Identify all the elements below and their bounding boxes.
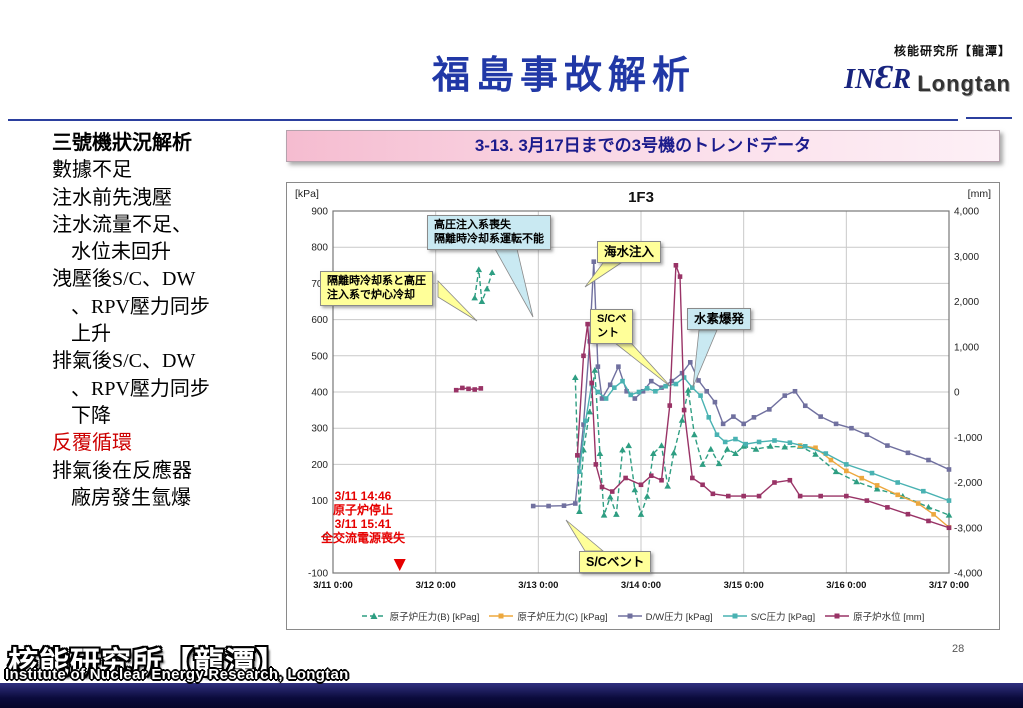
- title-divider-dash: [966, 117, 1012, 119]
- sidebar-line: 數據不足: [52, 159, 132, 182]
- svg-text:3/14 0:00: 3/14 0:00: [621, 580, 661, 591]
- sidebar-line: 注水前先洩壓: [52, 186, 172, 209]
- svg-text:800: 800: [311, 243, 328, 254]
- chart-annotation: 高圧注入系喪失 隔離時冷却系運転不能: [427, 215, 551, 250]
- page-title: 福島事故解析: [431, 55, 696, 97]
- footer-logo-chinese: 核能研究所【龍潭】: [8, 647, 287, 680]
- legend-item: 原子炉圧力(C) [kPag]: [489, 609, 608, 623]
- svg-text:-100: -100: [308, 569, 328, 580]
- sidebar-line: 、RPV壓力同步: [71, 377, 210, 400]
- svg-text:[mm]: [mm]: [968, 188, 991, 200]
- sidebar-line: 三號機狀況解析: [52, 132, 192, 154]
- svg-text:200: 200: [311, 460, 328, 471]
- svg-text:300: 300: [311, 424, 328, 435]
- svg-text:900: 900: [311, 207, 328, 218]
- svg-text:4,000: 4,000: [954, 207, 979, 218]
- svg-text:0: 0: [954, 388, 960, 399]
- legend-item: S/C圧力 [kPag]: [722, 609, 815, 623]
- svg-text:1F3: 1F3: [628, 189, 654, 206]
- svg-text:400: 400: [311, 388, 328, 399]
- svg-text:3,000: 3,000: [954, 252, 979, 263]
- svg-text:[kPa]: [kPa]: [295, 188, 319, 200]
- legend-item: 原子炉水位 [mm]: [825, 609, 924, 623]
- iner-e-glyph: Ɛ: [875, 59, 893, 96]
- sidebar-text: 三號機狀況解析 數據不足注水前先洩壓 注水流量不足、 水位未回升洩壓後S/C、DW 、R…: [52, 130, 287, 512]
- chart-panel: 3-13. 3月17日までの3号機のトレンドデータ -100 0 100 200 300…: [286, 130, 1000, 630]
- bottom-bar: [0, 683, 1023, 708]
- svg-text:3/12 0:00: 3/12 0:00: [416, 580, 456, 591]
- svg-text:3/17 0:00: 3/17 0:00: [929, 580, 969, 591]
- sidebar-line: 水位未回升: [71, 241, 171, 264]
- reactor-event-note: 3/11 14:46 原子炉停止 3/11 15:41 全交流電源喪失: [321, 489, 406, 545]
- chart-annotation: S/Cベ ント: [590, 309, 634, 344]
- legend-item: D/W圧力 [kPag]: [617, 609, 713, 623]
- svg-text:-3,000: -3,000: [954, 523, 983, 534]
- svg-text:3/11 0:00: 3/11 0:00: [313, 580, 353, 591]
- svg-text:-4,000: -4,000: [954, 569, 983, 580]
- sidebar-line: 排氣後在反應器: [52, 459, 192, 482]
- svg-text:700: 700: [311, 279, 328, 290]
- page-number: 28: [952, 643, 965, 655]
- svg-text:3/15 0:00: 3/15 0:00: [724, 580, 764, 591]
- svg-text:2,000: 2,000: [954, 297, 979, 308]
- sidebar-line: 廠房發生氫爆: [71, 486, 191, 509]
- sidebar-line: 反覆循環: [52, 432, 132, 455]
- svg-text:100: 100: [311, 496, 328, 507]
- svg-text:0: 0: [322, 532, 328, 543]
- chart-annotation: 水素爆発: [687, 308, 752, 331]
- chart-annotation: S/Cベント: [579, 551, 652, 574]
- sidebar-line: 、RPV壓力同步: [71, 295, 210, 318]
- svg-text:-1,000: -1,000: [954, 433, 983, 444]
- iner-logo: 核能研究所【龍潭】 INƐR Longtan: [844, 42, 1011, 95]
- chart-legend: 原子炉圧力(B) [kPag] 原子炉圧力(C) [kPag] D/W圧力 [kPa…: [287, 603, 999, 629]
- sidebar-line: 洩壓後S/C、DW: [52, 268, 196, 291]
- trend-chart: -100 0 100 200 300 400 500 600 700 800 900 3/11 0:0…: [295, 188, 991, 591]
- legend-item: 原子炉圧力(B) [kPag]: [361, 609, 479, 623]
- iner-logo-row: INƐR Longtan: [844, 61, 1011, 95]
- svg-text:3/16 0:00: 3/16 0:00: [826, 580, 866, 591]
- chart-annotation: 海水注入: [597, 241, 662, 264]
- chart-panel-header: 3-13. 3月17日までの3号機のトレンドデータ: [286, 130, 1000, 162]
- svg-text:3/13 0:00: 3/13 0:00: [518, 580, 558, 591]
- iner-logo-chinese: 核能研究所【龍潭】: [893, 44, 1011, 58]
- sidebar-line: 下降: [71, 404, 111, 427]
- title-divider: [8, 119, 958, 121]
- svg-text:-2,000: -2,000: [954, 478, 983, 489]
- sidebar-line: 上升: [71, 323, 111, 346]
- iner-longtan: Longtan: [917, 71, 1011, 96]
- footer-logo-english: Institute of Nuclear Energy Research, Lo…: [5, 666, 349, 683]
- sidebar-line: 排氣後S/C、DW: [52, 350, 196, 373]
- svg-text:1,000: 1,000: [954, 342, 979, 353]
- sidebar-line: 注水流量不足、: [52, 213, 192, 236]
- svg-text:600: 600: [311, 315, 328, 326]
- iner-wordmark: INƐR: [844, 59, 912, 96]
- chart-annotation: 隔離時冷却系と高圧 注入系で炉心冷却: [320, 271, 433, 306]
- svg-text:500: 500: [311, 351, 328, 362]
- chart-box: -100 0 100 200 300 400 500 600 700 800 900 3/11 0:0…: [286, 182, 1000, 630]
